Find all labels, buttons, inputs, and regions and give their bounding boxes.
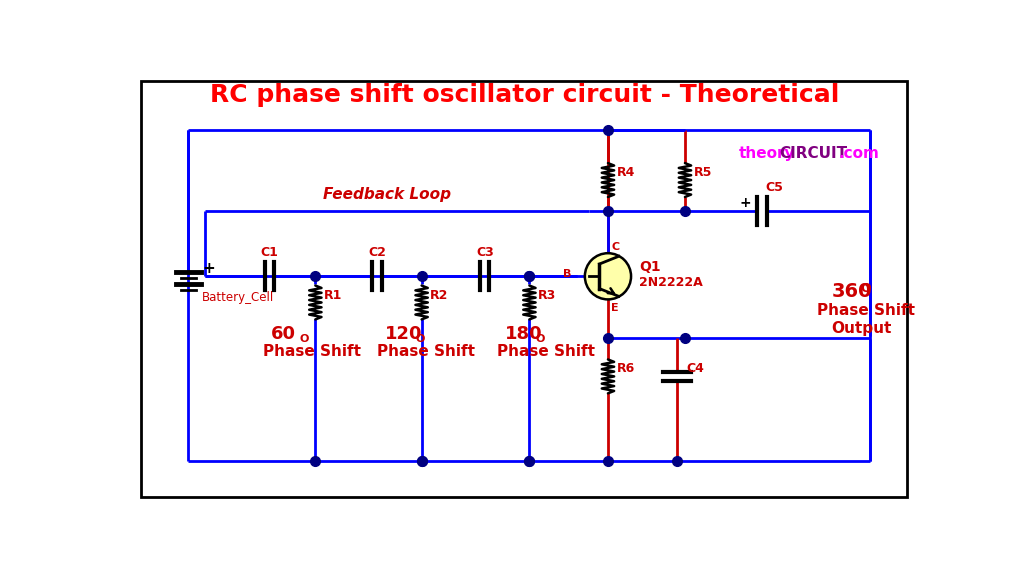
Text: 2N2222A: 2N2222A <box>639 276 702 289</box>
Text: 360: 360 <box>831 282 871 301</box>
Text: C2: C2 <box>368 246 386 259</box>
Text: 60: 60 <box>270 325 296 343</box>
Text: .com: .com <box>839 145 880 161</box>
Text: O: O <box>300 334 309 344</box>
Text: R1: R1 <box>324 289 342 302</box>
Text: E: E <box>611 303 618 314</box>
Text: Phase Shift: Phase Shift <box>377 344 475 359</box>
Text: theory: theory <box>739 145 796 161</box>
Text: Phase Shift: Phase Shift <box>497 344 595 359</box>
Text: B: B <box>562 269 571 279</box>
Text: O: O <box>536 334 545 344</box>
Text: Battery_Cell: Battery_Cell <box>202 291 274 304</box>
Text: Feedback Loop: Feedback Loop <box>323 186 451 202</box>
Text: C: C <box>611 242 620 252</box>
Text: O: O <box>416 334 425 344</box>
Text: R4: R4 <box>617 166 636 179</box>
Text: C4: C4 <box>686 362 705 375</box>
Text: Phase Shift: Phase Shift <box>817 303 915 319</box>
Text: Q1: Q1 <box>639 260 660 274</box>
Text: R5: R5 <box>694 166 713 179</box>
Text: +: + <box>739 196 751 210</box>
Text: RC phase shift oscillator circuit - Theoretical: RC phase shift oscillator circuit - Theo… <box>210 83 840 107</box>
Circle shape <box>585 253 631 299</box>
Text: C5: C5 <box>765 181 783 194</box>
Text: C3: C3 <box>476 246 494 259</box>
Text: O: O <box>860 283 871 295</box>
Text: Phase Shift: Phase Shift <box>263 344 361 359</box>
Text: R2: R2 <box>430 289 449 302</box>
Text: R6: R6 <box>616 362 635 375</box>
Text: R3: R3 <box>538 289 556 302</box>
Text: +: + <box>202 261 215 276</box>
Text: Output: Output <box>831 321 892 336</box>
Text: 180: 180 <box>505 325 543 343</box>
Text: 120: 120 <box>385 325 422 343</box>
Text: CIRCUIT: CIRCUIT <box>779 145 848 161</box>
Text: C1: C1 <box>260 246 279 259</box>
